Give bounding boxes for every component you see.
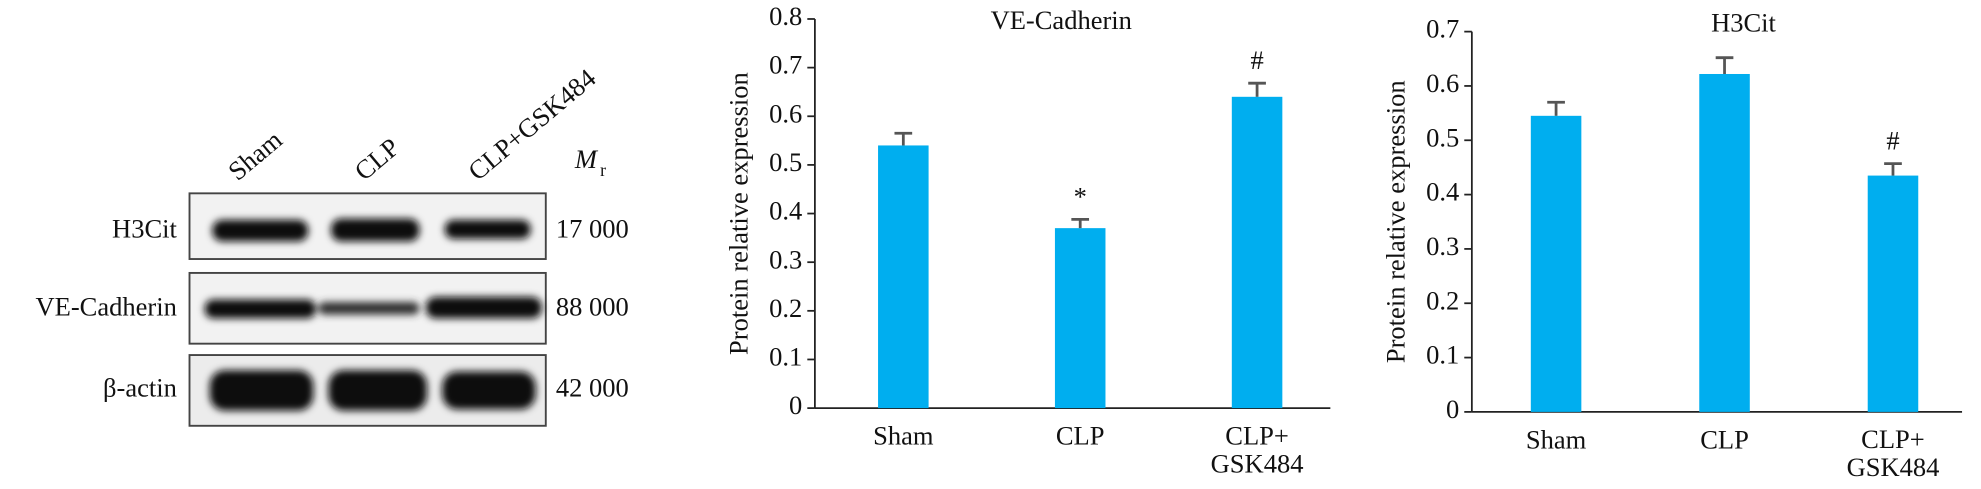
y-tick-label: 0.6 <box>769 98 802 128</box>
x-tick-label: CLP <box>1700 424 1749 454</box>
band <box>331 218 420 242</box>
bar <box>1054 228 1106 409</box>
mr-value: 88 000 <box>556 292 629 322</box>
bar <box>878 145 929 409</box>
y-axis-label: Protein relative expression <box>724 72 754 355</box>
band <box>209 370 314 411</box>
lane-label: Sham <box>222 124 288 186</box>
band <box>442 371 536 410</box>
y-tick-label: 0.3 <box>769 244 802 274</box>
y-tick-label: 0.7 <box>769 50 802 80</box>
mr-subscript: r <box>600 160 606 180</box>
y-tick-label: 0.6 <box>1426 68 1459 98</box>
significance-mark: # <box>1886 126 1899 156</box>
x-tick-label: Sham <box>873 421 934 451</box>
mr-value: 42 000 <box>556 373 629 403</box>
significance-mark: # <box>1250 45 1263 75</box>
band <box>328 370 428 411</box>
y-tick-label: 0.3 <box>1426 231 1459 261</box>
y-tick-label: 0.7 <box>1426 14 1459 44</box>
y-tick-label: 0.5 <box>1426 122 1459 152</box>
chart-title: VE-Cadherin <box>991 5 1132 35</box>
chart-title: H3Cit <box>1711 7 1776 37</box>
significance-mark: * <box>1074 181 1087 211</box>
band <box>212 219 309 242</box>
row-label: β-actin <box>103 373 177 403</box>
x-tick-label: CLP+ GSK484 <box>1211 421 1304 479</box>
y-tick-label: 0.2 <box>769 293 802 323</box>
band <box>318 301 420 315</box>
band <box>204 299 316 319</box>
y-tick-label: 0.5 <box>769 147 802 177</box>
y-tick-label: 0.2 <box>1426 285 1459 315</box>
row-label: VE-Cadherin <box>36 292 177 322</box>
x-tick-label: CLP+ GSK484 <box>1847 424 1940 482</box>
row-label: H3Cit <box>112 213 177 243</box>
bar <box>1867 175 1919 412</box>
y-tick-label: 0.1 <box>769 342 802 372</box>
x-tick-label: Sham <box>1526 424 1587 454</box>
y-axis-label: Protein relative expression <box>1381 80 1411 363</box>
western-blot: Sham CLP CLP+GSK484 M r H3Cit VE-Cadheri… <box>36 63 629 427</box>
x-tick-label: CLP <box>1056 421 1105 451</box>
y-tick-label: 0.1 <box>1426 340 1459 370</box>
bar <box>1530 115 1582 412</box>
y-tick-label: 0.4 <box>769 196 802 226</box>
y-tick-label: 0.8 <box>769 1 802 31</box>
mr-label: M <box>574 144 599 174</box>
lane-label: CLP <box>349 132 406 186</box>
band <box>425 296 542 319</box>
y-tick-label: 0 <box>1446 394 1459 424</box>
y-tick-label: 0 <box>789 390 802 420</box>
bar <box>1231 96 1283 409</box>
y-tick-label: 0.4 <box>1426 177 1459 207</box>
band <box>444 219 531 239</box>
bar <box>1699 73 1750 412</box>
mr-value: 17 000 <box>556 213 629 243</box>
